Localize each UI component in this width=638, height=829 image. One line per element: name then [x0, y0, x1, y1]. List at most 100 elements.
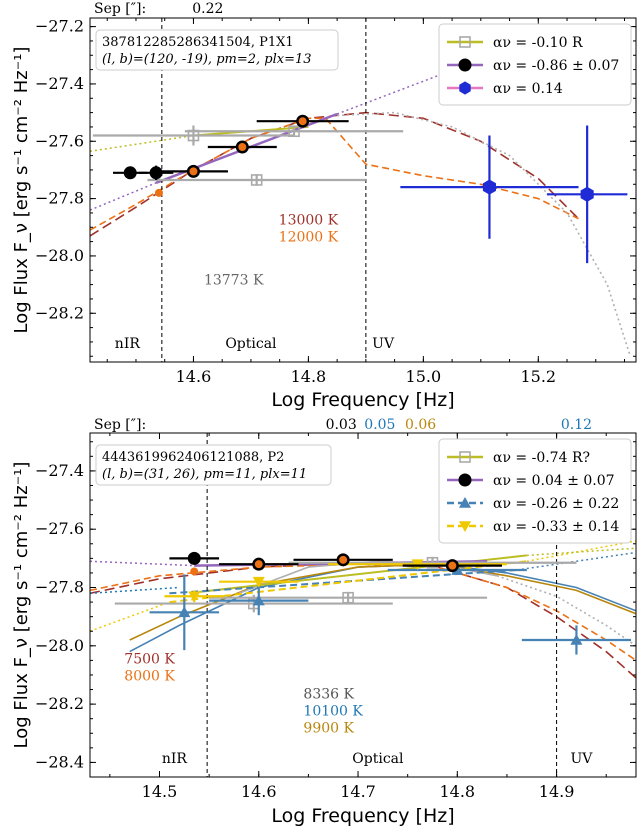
series-orange_centers	[190, 555, 457, 576]
x-tick-label: 14.6	[241, 782, 277, 801]
fit-line-2	[90, 560, 195, 567]
temperature-label: 7500 K	[124, 651, 175, 667]
data-point	[189, 167, 198, 176]
legend-marker	[458, 58, 472, 72]
data-point	[570, 633, 583, 645]
legend-marker	[459, 81, 471, 95]
model-curve-2	[337, 111, 632, 357]
region-label: UV	[570, 751, 593, 767]
y-tick-label: −28.2	[35, 303, 84, 322]
model-curve-5	[496, 575, 636, 647]
data-point	[178, 606, 191, 618]
fit-line-8	[526, 547, 636, 557]
legend-label: αν = 0.04 ± 0.07	[493, 473, 615, 489]
series-gray_squares	[114, 556, 577, 613]
data-point	[254, 560, 263, 569]
region-label: Optical	[352, 751, 404, 767]
y-tick-label: −27.6	[35, 131, 84, 150]
info-box: 4443619962406121088, P2 (l, b)=(31, 26), …	[95, 444, 332, 486]
data-point	[339, 555, 348, 564]
x-axis-title: Log Frequency [Hz]	[271, 389, 454, 411]
series-yellow_triangles	[164, 559, 507, 603]
sep-value: 0.06	[405, 417, 436, 433]
y-axis-title: Log Flux F_ν [erg s⁻¹ cm⁻² Hz⁻¹]	[11, 47, 32, 334]
temperature-label: 12000 K	[279, 229, 339, 245]
fit-line-4	[90, 134, 194, 153]
region-label: UV	[372, 336, 395, 352]
fit-line-5	[169, 560, 527, 604]
fit-line-2	[90, 182, 157, 211]
temperature-label: 9900 K	[303, 720, 354, 736]
data-point	[426, 556, 439, 569]
legend-marker	[458, 473, 472, 487]
info-box-frame	[95, 444, 332, 486]
sep-value: 0.05	[364, 417, 395, 433]
y-tick-label: −28.0	[35, 636, 84, 655]
info-line: (l, b)=(120, -19), pm=2, plx=13	[102, 52, 312, 67]
region-label: Optical	[225, 336, 277, 352]
data-point	[123, 166, 137, 180]
data-point	[238, 143, 247, 151]
y-tick-label: −27.4	[35, 461, 84, 480]
legend-marker	[459, 36, 471, 48]
series-gray_squares	[92, 125, 404, 186]
legend-frame	[438, 23, 632, 106]
x-tick-label: 15.0	[406, 367, 442, 386]
y-tick-label: −28.0	[35, 246, 84, 265]
temperature-label: 10100 K	[303, 703, 363, 719]
fit-line-7	[526, 540, 636, 563]
legend: αν = -0.74 R? αν = 0.04 ± 0.07 αν = -0.26 …	[438, 438, 632, 544]
y-tick-label: −27.4	[35, 74, 84, 93]
data-point	[187, 551, 201, 565]
data-point	[149, 166, 163, 180]
axes-frame	[89, 17, 637, 363]
y-tick-label: −27.2	[35, 17, 84, 36]
legend-label: αν = 0.14	[493, 81, 563, 97]
fit-line-3	[336, 25, 568, 115]
legend: αν = -0.10 R αν = -0.86 ± 0.07 αν = 0.14	[438, 23, 632, 106]
y-axis-title: Log Flux F_ν [erg s⁻¹ cm⁻² Hz⁻¹]	[11, 462, 32, 749]
legend-label: αν = -0.26 ± 0.22	[493, 496, 619, 512]
data-point	[252, 594, 265, 606]
data-point	[580, 186, 594, 202]
x-tick-label: 14.7	[340, 782, 376, 801]
x-tick-label: 15.2	[520, 367, 556, 386]
x-tick-label: 14.8	[439, 782, 475, 801]
axes-frame	[89, 432, 637, 778]
plot-area	[90, 18, 632, 362]
y-tick-label: −27.8	[35, 578, 84, 597]
legend-label: αν = -0.74 R?	[493, 450, 590, 466]
y-tick-label: −28.4	[35, 752, 84, 771]
legend-label: αν = -0.33 ± 0.14	[493, 519, 619, 535]
legend-frame	[438, 438, 632, 544]
fit-line-4	[516, 551, 636, 571]
info-box-frame	[95, 29, 339, 71]
sep-label: Sep [″]:	[94, 417, 146, 433]
temperature-label: 13000 K	[279, 212, 339, 228]
legend-marker	[459, 497, 471, 508]
data-point	[448, 561, 457, 570]
region-label: nIR	[115, 336, 141, 352]
series-blue_hexagons	[400, 125, 628, 264]
temperature-label-fit: 13773 K	[204, 273, 264, 289]
data-point	[190, 567, 199, 576]
region-label: nIR	[162, 751, 188, 767]
info-line: 387812285286341504, P1X1	[102, 35, 294, 50]
data-point	[252, 576, 265, 588]
y-tick-label: −27.8	[35, 189, 84, 208]
fit-line-6	[90, 601, 170, 632]
legend-marker	[459, 521, 471, 532]
info-line: (l, b)=(31, 26), pm=11, plx=11	[102, 467, 307, 482]
y-tick-label: −28.2	[35, 694, 84, 713]
sep-value: 0.12	[561, 417, 592, 433]
plot-area	[90, 433, 636, 777]
top-panel: 14.6 14.8 15.0 15.2 −28.2 −28.0 −27.8 −27.6 −27.…	[11, 1, 637, 411]
series-orange_centers	[154, 117, 307, 197]
data-point	[482, 179, 496, 195]
data-point	[250, 174, 263, 186]
series-black_circles	[112, 114, 349, 180]
series-blue_triangles	[149, 564, 632, 655]
legend-marker	[459, 451, 471, 463]
x-tick-label: 14.9	[539, 782, 575, 801]
